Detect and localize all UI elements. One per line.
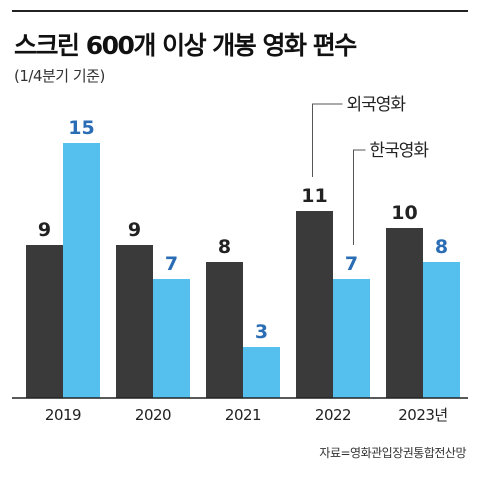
x-tick-label: 2019 (45, 406, 81, 424)
bar-foreign (116, 245, 153, 398)
top-rule (12, 10, 468, 12)
bar-foreign (386, 228, 423, 398)
data-label: 7 (345, 253, 358, 275)
legend-leader-foreign (312, 103, 343, 177)
legend-leader-korean (353, 149, 366, 245)
data-label: 8 (435, 236, 448, 258)
bar-korean (243, 347, 280, 398)
data-label: 3 (255, 321, 268, 343)
x-tick-label: 2022 (315, 406, 351, 424)
bar-foreign (206, 262, 243, 398)
data-label: 9 (38, 219, 51, 241)
bar-foreign (296, 211, 333, 398)
data-label: 10 (391, 202, 417, 224)
x-tick-label: 2020 (135, 406, 171, 424)
bar-korean (63, 143, 100, 398)
source-note: 자료=영화관입장권통합전산망 (319, 446, 466, 460)
legend-label-korean: 한국영화 (370, 141, 430, 161)
chart-subtitle: (1/4분기 기준) (14, 67, 105, 85)
data-label: 15 (68, 117, 94, 139)
bar-korean (153, 279, 190, 398)
data-label: 8 (218, 236, 231, 258)
bar-foreign (26, 245, 63, 398)
x-tick-label: 2021 (225, 406, 261, 424)
chart-title: 스크린 600개 이상 개봉 영화 편수 (14, 31, 357, 60)
x-tick-label: 2023년 (398, 406, 447, 424)
data-label: 9 (128, 219, 141, 241)
legend-label-foreign: 외국영화 (347, 95, 407, 115)
data-label: 11 (301, 185, 327, 207)
bar-korean (333, 279, 370, 398)
data-label: 7 (165, 253, 178, 275)
bar-korean (423, 262, 460, 398)
